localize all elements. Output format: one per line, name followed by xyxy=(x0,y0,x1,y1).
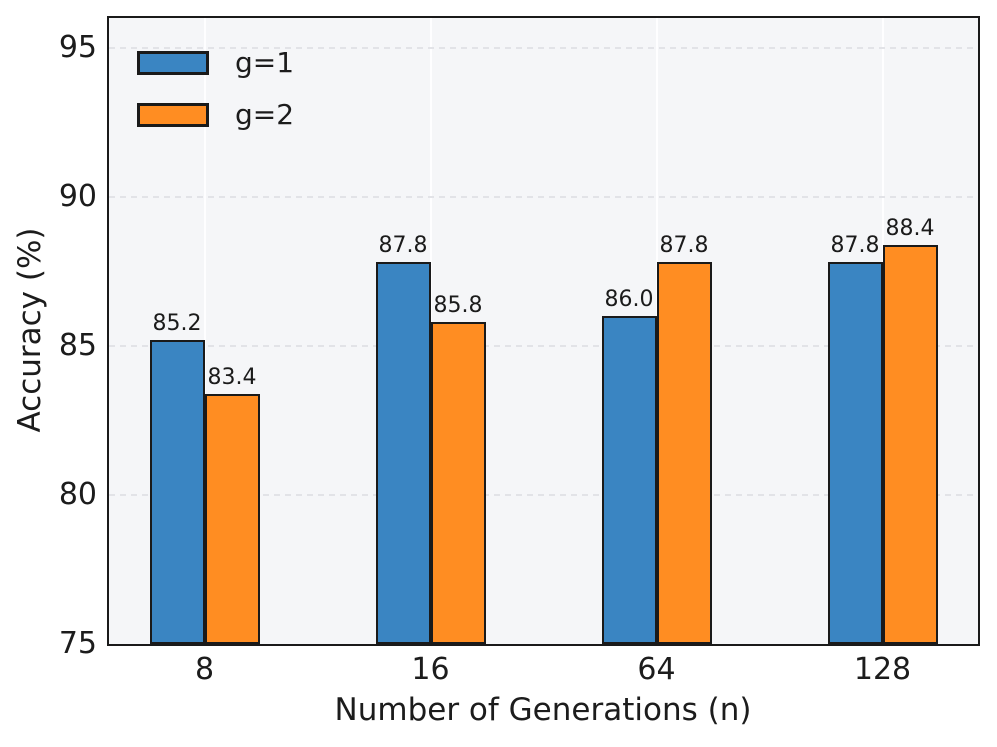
gridline-horizontal xyxy=(109,195,978,198)
bar-value-label: 87.8 xyxy=(378,233,428,259)
x-tick-label: 64 xyxy=(637,652,676,687)
bar-g=2-n16 xyxy=(430,322,486,644)
y-tick-label: 75 xyxy=(58,626,97,661)
bar-g=1-n64 xyxy=(601,316,657,644)
bar-g=2-n128 xyxy=(882,244,938,644)
bar-value-label: 83.4 xyxy=(207,364,257,390)
x-tick-label: 128 xyxy=(853,652,912,687)
legend-item-g=2: g=2 xyxy=(137,100,294,130)
bar-g=1-n8 xyxy=(149,339,205,644)
gridline-vertical xyxy=(203,18,206,644)
x-tick-label: 8 xyxy=(194,652,215,687)
x-tick-label: 16 xyxy=(411,652,450,687)
bar-value-label: 87.8 xyxy=(830,233,880,259)
bar-value-label: 87.8 xyxy=(659,233,709,259)
bar-value-label: 85.2 xyxy=(152,310,202,336)
legend-swatch-icon xyxy=(137,51,209,75)
bar-value-label: 85.8 xyxy=(433,293,483,319)
bar-g=1-n128 xyxy=(827,262,883,644)
y-tick-label: 90 xyxy=(58,178,97,214)
legend-label: g=2 xyxy=(235,98,295,131)
gridline-horizontal xyxy=(109,493,978,496)
y-tick-label: 85 xyxy=(58,327,97,363)
legend-swatch-icon xyxy=(137,103,209,127)
gridline-horizontal xyxy=(109,46,978,49)
y-tick-label: 95 xyxy=(58,29,97,65)
plot-area: 85.2 87.8 86.0 87.8 83.4 85.8 87.8 88.4 g=1 g=2 xyxy=(107,16,980,646)
bar-value-label: 88.4 xyxy=(885,215,935,241)
bar-g=1-n16 xyxy=(375,262,431,644)
legend: g=1 g=2 xyxy=(137,48,294,130)
legend-label: g=1 xyxy=(235,46,295,79)
legend-item-g=1: g=1 xyxy=(137,48,294,78)
x-axis-title: Number of Generations (n) xyxy=(334,692,752,728)
bar-value-label: 86.0 xyxy=(604,287,654,313)
y-tick-label: 80 xyxy=(58,476,97,512)
bar-g=2-n8 xyxy=(204,393,260,644)
bar-g=2-n64 xyxy=(656,262,712,644)
gridline-horizontal xyxy=(109,344,978,347)
